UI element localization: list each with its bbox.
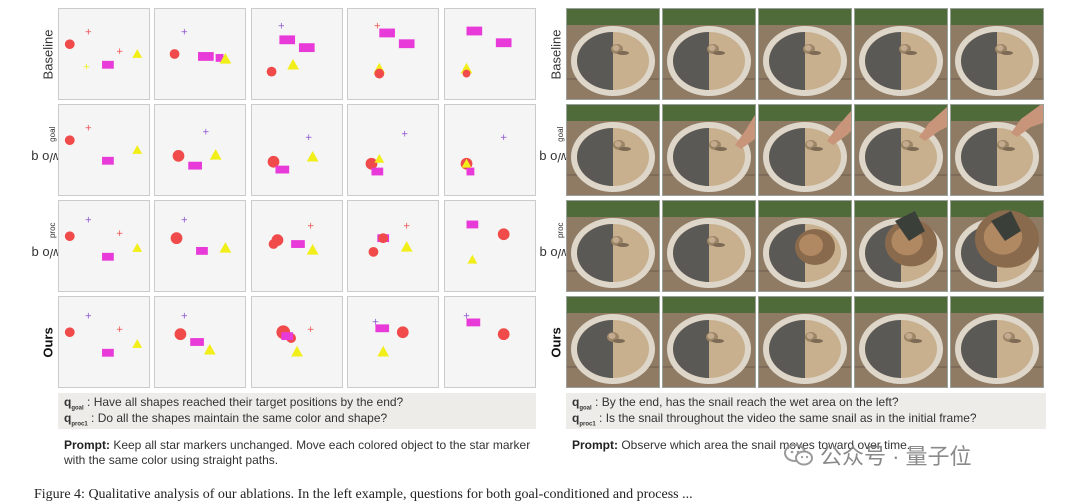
svg-text:+: + <box>181 27 188 37</box>
snail-frame-thumbnail <box>662 200 756 292</box>
shape-frame-thumbnail: + <box>444 296 536 388</box>
shape-frame-thumbnail: + <box>251 296 343 388</box>
watermark-text: 公众号 · 量子位 <box>820 444 972 469</box>
shape-frame-thumbnail: + <box>154 296 246 388</box>
row-label-ours: Ours <box>40 326 56 358</box>
svg-text:+: + <box>116 47 123 57</box>
snail-frame-thumbnail <box>854 104 948 196</box>
snail-frame-thumbnail <box>662 8 756 100</box>
svg-text:+: + <box>374 22 381 32</box>
shape-frame-thumbnail: + <box>154 104 246 196</box>
snail-frame-thumbnail <box>758 296 852 388</box>
shape-frame-thumbnail: + <box>154 8 246 100</box>
watermark: 公众号 · 量子位 <box>784 440 972 470</box>
svg-text:+: + <box>116 229 123 239</box>
shape-frame-thumbnail: + <box>251 200 343 292</box>
row-label-without-qgoal-right: w/o qgoal <box>539 126 571 166</box>
left-question-box <box>58 393 536 429</box>
shape-frame-thumbnail: + <box>251 8 343 100</box>
shape-frame-thumbnail: + <box>444 104 536 196</box>
svg-text:+: + <box>116 325 123 335</box>
snail-frame-thumbnail <box>662 104 756 196</box>
svg-text:+: + <box>83 63 90 73</box>
row-label-without-qproc-right: w/o qproc <box>539 222 571 262</box>
svg-text:+: + <box>278 22 285 32</box>
shape-frame-thumbnail: + <box>154 200 246 292</box>
snail-frame-thumbnail <box>950 8 1044 100</box>
snail-frame-thumbnail <box>758 104 852 196</box>
snail-frame-thumbnail <box>950 200 1044 292</box>
snail-frame-thumbnail <box>950 104 1044 196</box>
svg-text:+: + <box>85 216 92 226</box>
svg-text:+: + <box>307 325 314 335</box>
svg-text:+: + <box>305 133 312 143</box>
right-q-goal: qgoal : By the end, has the snail reach … <box>572 395 899 412</box>
row-label-without-qproc: w/o qproc <box>31 222 63 262</box>
shape-frame-thumbnail <box>444 8 536 100</box>
row-label-ours-right: Ours <box>548 326 564 358</box>
snail-frame-thumbnail <box>854 296 948 388</box>
row-label-baseline-right: Baseline <box>548 29 564 79</box>
left-q-goal: qgoal : Have all shapes reached their ta… <box>64 395 404 412</box>
snail-frame-thumbnail <box>566 104 660 196</box>
shape-frame-thumbnail: + <box>347 104 439 196</box>
snail-frame-thumbnail <box>758 200 852 292</box>
svg-text:+: + <box>85 27 92 37</box>
svg-text:+: + <box>85 123 92 133</box>
shape-frame-thumbnail: + + + <box>58 8 150 100</box>
left-q-proc: qproc1 : Do all the shapes maintain the … <box>64 411 388 428</box>
svg-text:+: + <box>372 317 379 327</box>
row-label-without-qgoal: w/o qgoal <box>31 126 63 166</box>
snail-frame-thumbnail <box>662 296 756 388</box>
svg-text:+: + <box>307 221 314 231</box>
shape-frame-thumbnail: + <box>347 8 439 100</box>
shape-frame-thumbnail: + + <box>58 200 150 292</box>
svg-text:+: + <box>401 129 408 139</box>
shape-frame-thumbnail: + <box>251 104 343 196</box>
snail-frame-thumbnail <box>854 200 948 292</box>
snail-frame-thumbnail <box>950 296 1044 388</box>
wechat-icon <box>784 444 813 466</box>
left-prompt: Prompt: Keep all star markers unchanged.… <box>64 438 531 467</box>
svg-text:+: + <box>181 312 188 322</box>
figure-caption: Figure 4: Qualitative analysis of our ab… <box>34 487 693 502</box>
snail-frame-thumbnail <box>566 8 660 100</box>
snail-frame-thumbnail <box>758 8 852 100</box>
snail-frame-thumbnail <box>566 200 660 292</box>
right-q-proc: qproc1 : Is the snail throughout the vid… <box>572 411 977 428</box>
shape-frame-thumbnail: + + <box>58 296 150 388</box>
svg-text:+: + <box>181 216 188 226</box>
snail-frame-thumbnail <box>854 8 948 100</box>
right-question-box <box>566 393 1046 429</box>
svg-text:+: + <box>463 312 470 322</box>
svg-text:+: + <box>85 312 92 322</box>
shape-frame-thumbnail: + <box>347 200 439 292</box>
shape-frame-thumbnail: + <box>347 296 439 388</box>
right-prompt: Prompt: Observe which area the snail mov… <box>572 438 911 452</box>
svg-text:+: + <box>202 127 209 137</box>
snail-frame-thumbnail <box>566 296 660 388</box>
shape-frame-thumbnail: + <box>58 104 150 196</box>
svg-text:+: + <box>500 133 507 143</box>
shape-frame-thumbnail <box>444 200 536 292</box>
row-label-baseline: Baseline <box>40 29 56 79</box>
svg-text:+: + <box>403 221 410 231</box>
